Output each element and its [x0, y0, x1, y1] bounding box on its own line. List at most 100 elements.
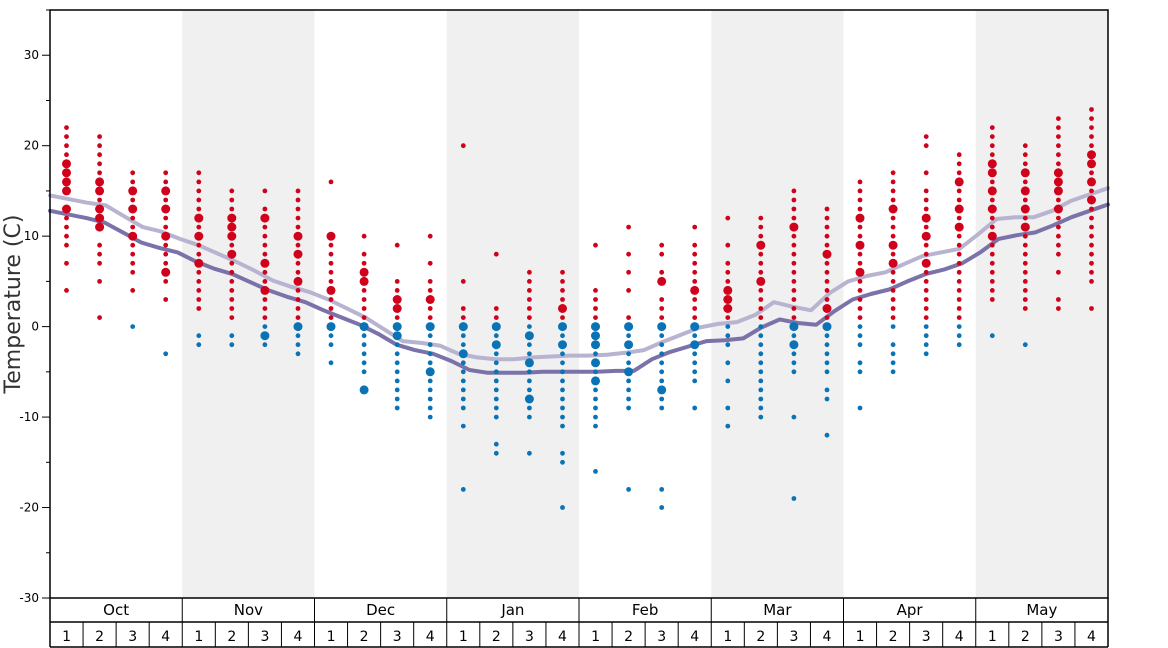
- temperature-dot: [427, 396, 433, 402]
- temperature-dot: [690, 285, 700, 295]
- temperature-dot: [361, 233, 367, 239]
- temperature-dot: [64, 215, 69, 221]
- temperature-dot: [921, 213, 931, 223]
- temperature-dot: [361, 306, 367, 311]
- temperature-dot: [194, 258, 204, 268]
- temperature-dot: [626, 351, 631, 357]
- temperature-dot: [824, 387, 830, 393]
- week-label: 1: [723, 629, 732, 645]
- temperature-dot: [359, 385, 369, 395]
- temperature-dot: [295, 297, 301, 302]
- temperature-dot: [493, 405, 499, 411]
- temperature-dot: [1022, 251, 1028, 257]
- temperature-dot: [791, 251, 797, 257]
- temperature-dot: [890, 188, 896, 194]
- temperature-dot: [1022, 152, 1028, 158]
- temperature-dot: [789, 222, 799, 232]
- temperature-dot: [293, 276, 303, 286]
- month-shade-nov: [182, 10, 315, 598]
- temperature-dot: [857, 260, 863, 266]
- temperature-dot: [328, 279, 334, 284]
- temperature-dot: [956, 288, 962, 293]
- temperature-dot: [361, 342, 367, 348]
- temperature-dot: [659, 315, 665, 320]
- temperature-dot: [130, 251, 136, 257]
- temperature-dot: [560, 459, 565, 465]
- temperature-dot: [560, 269, 565, 275]
- temperature-dot: [1022, 161, 1028, 167]
- temperature-dot: [359, 322, 369, 332]
- temperature-dot: [989, 197, 995, 203]
- temperature-dot: [527, 405, 532, 411]
- temperature-dot: [97, 170, 102, 176]
- temperature-dot: [923, 297, 929, 302]
- temperature-dot: [626, 378, 631, 384]
- temperature-dot: [1056, 251, 1061, 257]
- temperature-dot: [923, 170, 929, 176]
- temperature-dot: [624, 322, 634, 332]
- temperature-dot: [163, 251, 169, 257]
- temperature-dot: [260, 285, 270, 295]
- temperature-dot: [1056, 125, 1061, 130]
- temperature-dot: [361, 315, 367, 320]
- temperature-dot: [394, 242, 400, 248]
- temperature-dot: [1056, 197, 1061, 203]
- temperature-dot: [626, 269, 631, 275]
- temperature-dot: [824, 233, 830, 239]
- temperature-dot: [659, 242, 665, 248]
- temperature-dot: [328, 342, 334, 348]
- temperature-dot: [262, 324, 268, 329]
- temperature-dot: [524, 358, 534, 368]
- temperature-dot: [824, 215, 830, 221]
- temperature-dot: [328, 315, 334, 320]
- temperature-dot: [1089, 107, 1094, 112]
- temperature-dot: [857, 306, 863, 311]
- temperature-dot: [64, 233, 69, 239]
- temperature-dot: [956, 251, 962, 257]
- temperature-dot: [95, 222, 105, 232]
- temperature-dot: [1056, 297, 1061, 302]
- temperature-dot: [659, 505, 665, 510]
- temperature-dot: [989, 152, 995, 158]
- temperature-dot: [725, 423, 731, 429]
- month-label-may: May: [1026, 601, 1057, 619]
- temperature-dot: [956, 233, 962, 239]
- temperature-dot: [262, 306, 268, 311]
- temperature-dot: [392, 322, 402, 332]
- temperature-dot: [560, 414, 565, 420]
- temperature-dot: [260, 258, 270, 268]
- temperature-dot: [229, 188, 235, 194]
- temperature-dot: [130, 215, 136, 221]
- temperature-dot: [758, 215, 764, 221]
- temperature-dot: [425, 322, 435, 332]
- temperature-dot: [493, 306, 499, 311]
- temperature-dot: [295, 215, 301, 221]
- temperature-dot: [923, 224, 929, 230]
- temperature-dot: [161, 204, 171, 214]
- temperature-dot: [1089, 260, 1094, 266]
- temperature-dot: [260, 213, 270, 223]
- temperature-dot: [956, 324, 962, 329]
- temperature-dot: [229, 260, 235, 266]
- temperature-dot: [692, 315, 698, 320]
- month-label-apr: Apr: [897, 601, 924, 619]
- temperature-dot: [1089, 215, 1094, 221]
- temperature-dot: [62, 159, 71, 169]
- month-shade-jan: [446, 10, 579, 598]
- temperature-dot: [558, 322, 567, 332]
- temperature-dot: [824, 260, 830, 266]
- temperature-dot: [493, 333, 499, 339]
- temperature-dot: [593, 469, 598, 474]
- temperature-dot: [626, 405, 631, 411]
- temperature-dot: [923, 279, 929, 284]
- temperature-dot: [491, 340, 501, 350]
- temperature-dot: [262, 269, 268, 275]
- temperature-dot: [427, 233, 433, 239]
- temperature-dot: [857, 369, 863, 375]
- temperature-dot: [229, 197, 235, 203]
- temperature-dot: [956, 279, 962, 284]
- temperature-dot: [295, 306, 301, 311]
- temperature-dot: [326, 322, 336, 332]
- temperature-dot: [493, 369, 499, 375]
- temperature-dot: [1053, 204, 1063, 214]
